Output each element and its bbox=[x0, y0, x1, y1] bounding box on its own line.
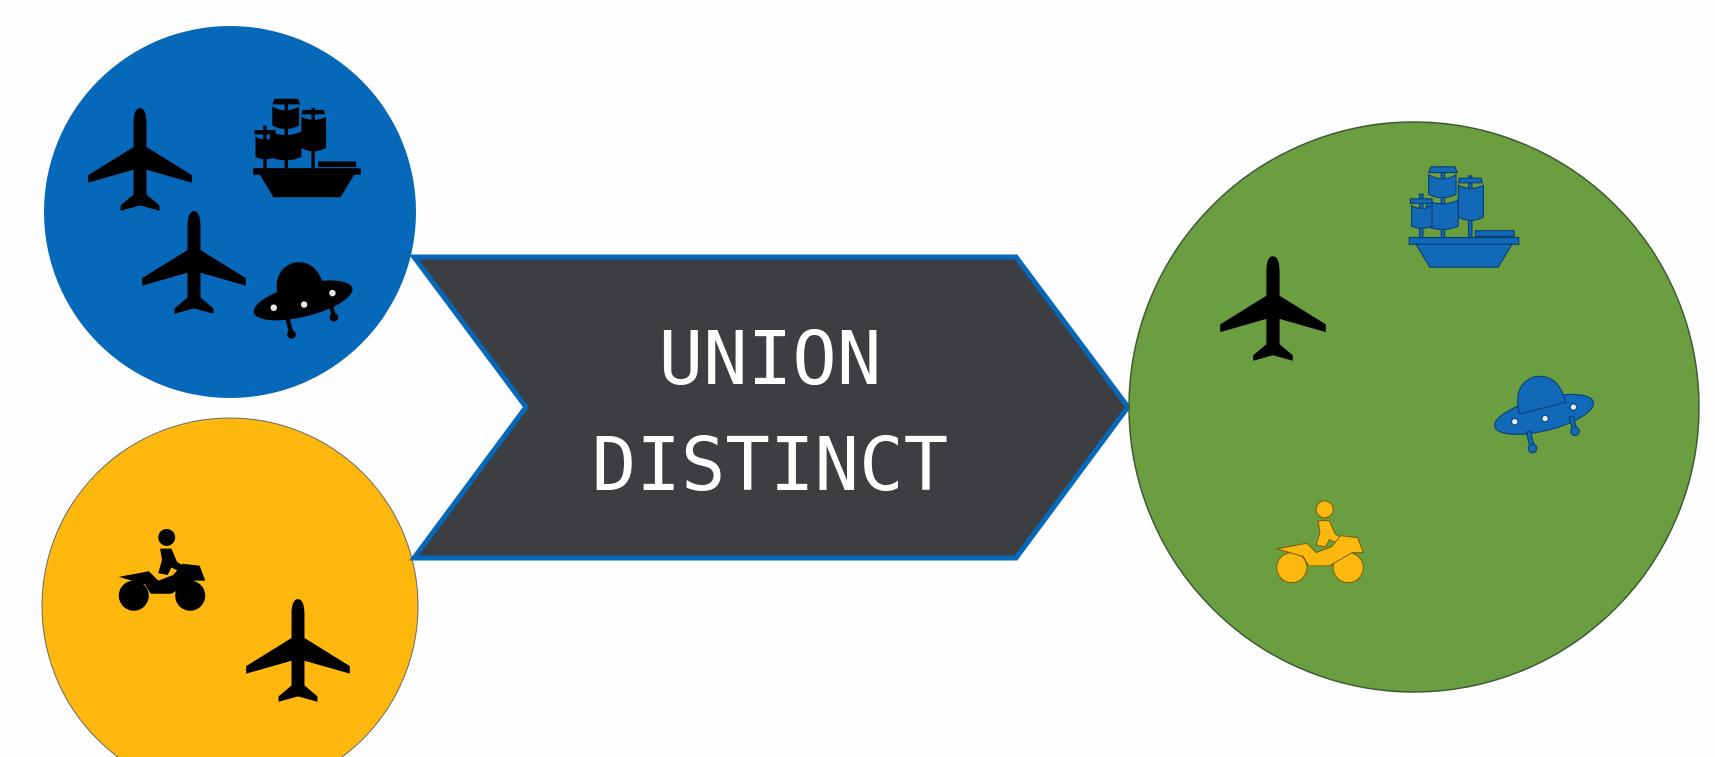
union-distinct-arrow: UNION DISTINCT bbox=[409, 254, 1132, 561]
set-b-circle bbox=[41, 417, 419, 757]
set-a-circle bbox=[44, 26, 416, 398]
result-set bbox=[1128, 121, 1700, 693]
arrow-shape bbox=[409, 254, 1132, 561]
set-a bbox=[44, 26, 416, 398]
set-b bbox=[41, 417, 419, 757]
operation-label-line1: UNION bbox=[659, 316, 882, 402]
operation-label-line2: DISTINCT bbox=[592, 422, 948, 508]
